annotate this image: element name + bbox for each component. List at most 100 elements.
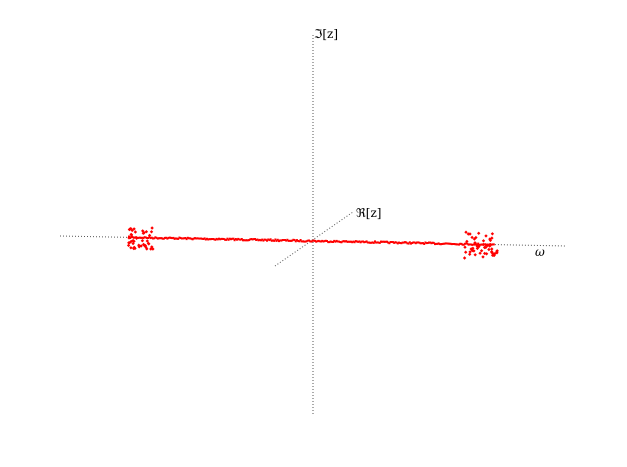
data-point (282, 239, 285, 241)
data-point (360, 240, 363, 243)
data-point (200, 237, 202, 240)
data-point (492, 243, 495, 246)
data-point (376, 241, 379, 244)
data-point (304, 240, 307, 243)
data-point (207, 238, 210, 241)
data-point (356, 240, 358, 243)
data-point (309, 240, 312, 243)
data-point (134, 236, 136, 239)
data-point (370, 241, 373, 244)
data-point (479, 243, 482, 246)
data-point (388, 242, 391, 245)
data-point (316, 240, 319, 243)
data-point (390, 241, 393, 243)
data-point (264, 238, 267, 241)
data-point (274, 238, 277, 241)
data-point (183, 237, 186, 240)
data-point (407, 242, 410, 245)
data-point (447, 242, 450, 245)
data-point (254, 238, 256, 240)
data-point (359, 241, 362, 244)
data-point (201, 237, 204, 240)
data-point (380, 240, 382, 243)
data-point (227, 238, 230, 241)
data-point (186, 236, 189, 239)
data-point (341, 240, 344, 243)
data-point (420, 242, 423, 245)
data-point (137, 236, 140, 239)
data-point (272, 239, 274, 242)
data-point (450, 243, 453, 246)
data-point (383, 240, 386, 243)
data-point (248, 239, 250, 242)
data-point (399, 242, 402, 244)
data-point (267, 238, 270, 241)
data-point (261, 238, 264, 241)
data-point (194, 237, 196, 240)
data-point (396, 242, 399, 245)
data-point (146, 237, 148, 239)
data-point (255, 239, 258, 241)
data-point (328, 241, 331, 244)
data-point (465, 239, 469, 244)
data-point (366, 241, 369, 244)
data-point (158, 237, 160, 240)
data-point (251, 238, 254, 241)
data-point (394, 241, 397, 244)
data-point (160, 237, 163, 240)
data-point (287, 239, 290, 242)
data-point (249, 238, 252, 241)
data-point (329, 240, 332, 243)
data-point (438, 243, 441, 246)
data-point (293, 239, 296, 241)
data-point (292, 238, 295, 241)
data-point (413, 241, 416, 244)
data-point (443, 242, 446, 245)
data-point (466, 232, 470, 236)
data-point (490, 232, 495, 236)
data-point (418, 241, 421, 244)
data-point (426, 242, 429, 244)
data-point (231, 237, 234, 240)
data-point (374, 240, 376, 243)
data-point (245, 239, 248, 242)
data-point (452, 243, 454, 245)
data-point (306, 239, 309, 242)
data-point (285, 239, 288, 242)
data-point (144, 230, 149, 234)
data-point (177, 237, 180, 240)
data-point (184, 237, 187, 239)
data-point (490, 243, 493, 246)
data-point (216, 238, 219, 241)
data-point (300, 240, 303, 243)
imaginary-axis-label: ℑ[z] (314, 27, 338, 41)
data-point (365, 240, 368, 243)
data-point (280, 239, 283, 242)
data-point (141, 236, 144, 239)
data-point (168, 236, 171, 239)
data-point (141, 231, 145, 235)
data-point (323, 240, 326, 243)
data-point (209, 238, 212, 241)
data-point (448, 242, 451, 245)
data-point (276, 238, 279, 241)
data-point (377, 241, 380, 244)
data-point (133, 230, 138, 234)
data-point (191, 238, 194, 241)
data-point (188, 237, 190, 240)
data-point (156, 237, 159, 240)
data-point (466, 242, 469, 245)
data-point (260, 239, 262, 242)
data-point (465, 242, 468, 245)
data-point (221, 237, 224, 240)
data-point (327, 241, 330, 244)
data-point (230, 238, 232, 241)
data-point (202, 238, 205, 240)
data-point (340, 241, 343, 244)
data-point (446, 242, 448, 245)
data-point (425, 242, 428, 245)
data-point (213, 238, 216, 241)
data-point (348, 240, 351, 243)
data-point (126, 243, 131, 248)
data-point (392, 241, 394, 244)
